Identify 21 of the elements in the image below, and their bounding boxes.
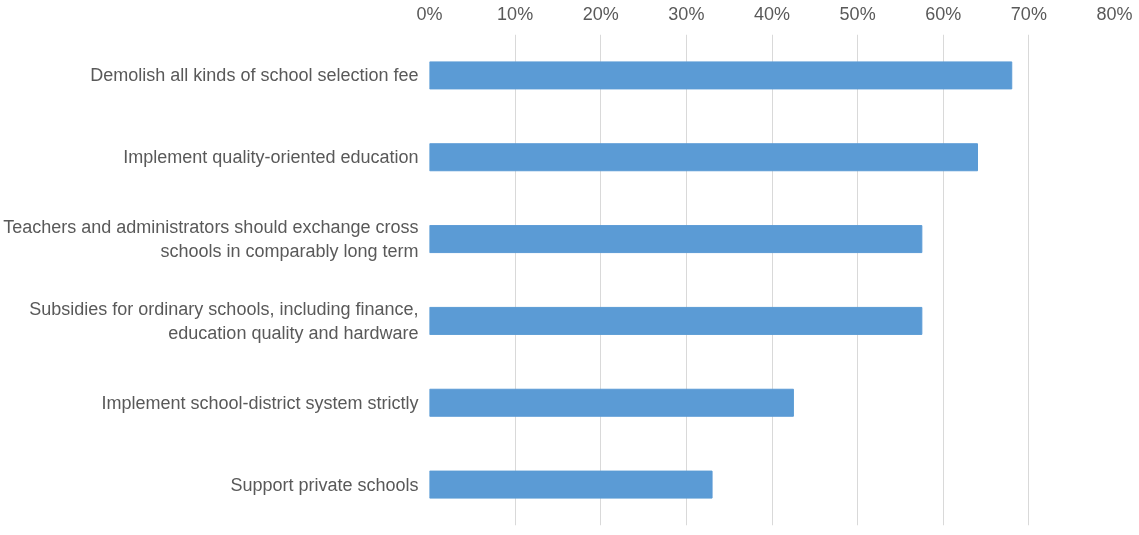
y-tick-label: Implement school-district system strictly bbox=[101, 392, 419, 413]
y-tick-label: Subsidies for ordinary schools, including finance, education quality and hardware bbox=[29, 298, 419, 343]
bar bbox=[429, 306, 923, 335]
x-tick-label: 70% bbox=[1010, 3, 1047, 24]
x-tick-label: 40% bbox=[753, 3, 791, 24]
bar bbox=[429, 225, 923, 254]
bar bbox=[429, 61, 1013, 90]
x-tick-label: 10% bbox=[497, 3, 534, 24]
bar bbox=[429, 470, 713, 499]
x-tick-label: 50% bbox=[839, 3, 876, 24]
x-tick-label: 80% bbox=[1096, 3, 1133, 24]
x-tick-label: 0% bbox=[416, 3, 443, 24]
x-tick-label: 20% bbox=[582, 3, 619, 24]
x-tick-label: 30% bbox=[668, 3, 705, 24]
bar bbox=[429, 143, 978, 172]
y-tick-label: Implement quality-oriented education bbox=[123, 147, 419, 168]
y-tick-label: Demolish all kinds of school selection fee bbox=[90, 65, 419, 86]
y-tick-label: Support private schools bbox=[230, 474, 419, 495]
x-tick-label: 60% bbox=[925, 3, 962, 24]
y-tick-label: Teachers and administrators should exchange cross schools in comparably long term bbox=[3, 217, 419, 262]
bar bbox=[429, 388, 794, 417]
